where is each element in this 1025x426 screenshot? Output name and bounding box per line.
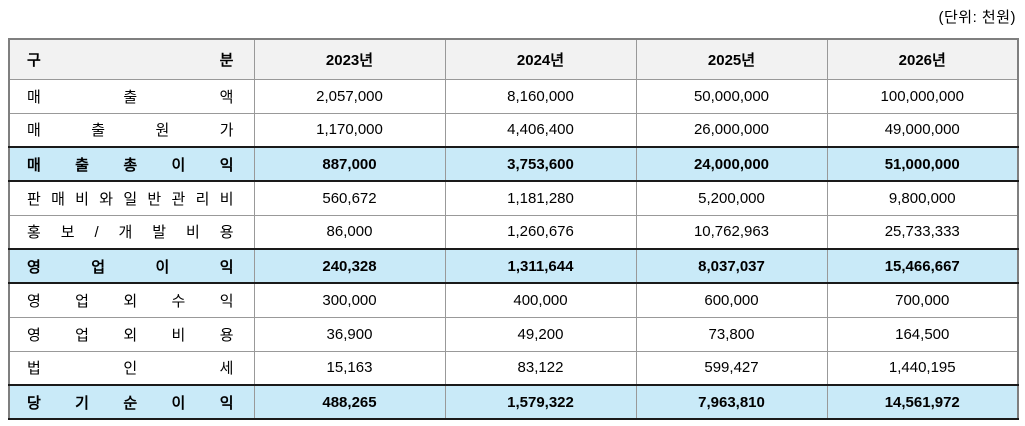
value-cell: 86,000: [253, 214, 446, 250]
value-cell: 3,753,600: [444, 146, 637, 182]
table-row-non-operating-income: 영 업 외 수 익 300,000 400,000 600,000 700,00…: [8, 282, 1019, 318]
row-label-cell: 매 출 원 가: [8, 112, 255, 148]
row-label-cell: 매 출 액: [8, 78, 255, 114]
value-cell: 1,260,676: [444, 214, 637, 250]
value-cell: 400,000: [444, 282, 637, 318]
value-cell: 600,000: [635, 282, 828, 318]
value-cell: 25,733,333: [826, 214, 1019, 250]
value-cell: 7,963,810: [635, 384, 828, 420]
row-label-cell: 당 기 순 이 익: [8, 384, 255, 420]
value-cell: 560,672: [253, 180, 446, 216]
value-cell: 14,561,972: [826, 384, 1019, 420]
value-cell: 26,000,000: [635, 112, 828, 148]
value-cell: 1,311,644: [444, 248, 637, 284]
row-label-cell: 영 업 외 비 용: [8, 316, 255, 352]
value-cell: 2,057,000: [253, 78, 446, 114]
value-cell: 8,160,000: [444, 78, 637, 114]
row-label-cell: 법 인 세: [8, 350, 255, 386]
value-cell: 300,000: [253, 282, 446, 318]
value-cell: 4,406,400: [444, 112, 637, 148]
table-row-operating-profit: 영 업 이 익 240,328 1,311,644 8,037,037 15,4…: [8, 248, 1019, 284]
table-row-sales: 매 출 액 2,057,000 8,160,000 50,000,000 100…: [8, 78, 1019, 114]
value-cell: 5,200,000: [635, 180, 828, 216]
header-cell-year-2026: 2026년: [826, 38, 1019, 80]
table-row-cost-of-sales: 매 출 원 가 1,170,000 4,406,400 26,000,000 4…: [8, 112, 1019, 148]
value-cell: 1,170,000: [253, 112, 446, 148]
table-row-sga: 판 매 비 와 일 반 관 리 비 560,672 1,181,280 5,20…: [8, 180, 1019, 216]
table-row-gross-profit: 매 출 총 이 익 887,000 3,753,600 24,000,000 5…: [8, 146, 1019, 182]
header-cell-year-2023: 2023년: [253, 38, 446, 80]
row-label-cell: 영 업 외 수 익: [8, 282, 255, 318]
financial-table: 구 분 2023년 2024년 2025년 2026년 매 출 액 2,057,…: [8, 38, 1019, 420]
row-label-cell: 판 매 비 와 일 반 관 리 비: [8, 180, 255, 216]
value-cell: 50,000,000: [635, 78, 828, 114]
row-label-cell: 영 업 이 익: [8, 248, 255, 284]
value-cell: 73,800: [635, 316, 828, 352]
header-cell-category: 구 분: [8, 38, 255, 80]
value-cell: 10,762,963: [635, 214, 828, 250]
value-cell: 49,200: [444, 316, 637, 352]
value-cell: 164,500: [826, 316, 1019, 352]
value-cell: 599,427: [635, 350, 828, 386]
value-cell: 9,800,000: [826, 180, 1019, 216]
value-cell: 51,000,000: [826, 146, 1019, 182]
header-row: 구 분 2023년 2024년 2025년 2026년: [8, 38, 1019, 80]
table-row-non-operating-expense: 영 업 외 비 용 36,900 49,200 73,800 164,500: [8, 316, 1019, 352]
value-cell: 1,181,280: [444, 180, 637, 216]
row-label-cell: 홍 보 / 개 발 비 용: [8, 214, 255, 250]
value-cell: 15,163: [253, 350, 446, 386]
value-cell: 8,037,037: [635, 248, 828, 284]
row-label-cell: 매 출 총 이 익: [8, 146, 255, 182]
header-cell-year-2024: 2024년: [444, 38, 637, 80]
value-cell: 100,000,000: [826, 78, 1019, 114]
table-row-corporate-tax: 법 인 세 15,163 83,122 599,427 1,440,195: [8, 350, 1019, 386]
value-cell: 24,000,000: [635, 146, 828, 182]
value-cell: 1,579,322: [444, 384, 637, 420]
value-cell: 15,466,667: [826, 248, 1019, 284]
table-row-net-income: 당 기 순 이 익 488,265 1,579,322 7,963,810 14…: [8, 384, 1019, 420]
value-cell: 1,440,195: [826, 350, 1019, 386]
value-cell: 83,122: [444, 350, 637, 386]
value-cell: 36,900: [253, 316, 446, 352]
table-row-promo-dev-cost: 홍 보 / 개 발 비 용 86,000 1,260,676 10,762,96…: [8, 214, 1019, 250]
value-cell: 887,000: [253, 146, 446, 182]
unit-label: (단위: 천원): [938, 9, 1016, 26]
value-cell: 700,000: [826, 282, 1019, 318]
header-cell-year-2025: 2025년: [635, 38, 828, 80]
value-cell: 488,265: [253, 384, 446, 420]
value-cell: 240,328: [253, 248, 446, 284]
value-cell: 49,000,000: [826, 112, 1019, 148]
